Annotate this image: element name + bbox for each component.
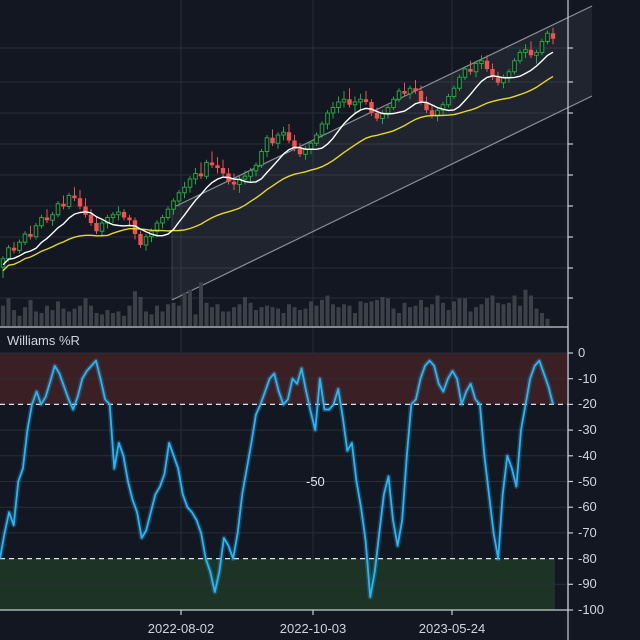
- williams-r-grid: [0, 352, 568, 611]
- regression-channel: [171, 5, 593, 301]
- williams-r-tick-label: -40: [578, 447, 597, 463]
- williams-r-tick-label: -10: [578, 370, 597, 386]
- williams-r-tick-label: -60: [578, 499, 597, 515]
- williams-r-tick-label: -20: [578, 396, 597, 412]
- williams-r-tick-label: -70: [578, 524, 597, 540]
- williams-r-tick-label: 0: [578, 345, 586, 360]
- williams-r-tick-label: -100: [578, 602, 605, 617]
- williams-r-tick-label: -30: [578, 422, 597, 438]
- time-axis[interactable]: [180, 610, 453, 615]
- williams-r-axis[interactable]: [0, 327, 573, 612]
- williams-r-tick-label: -50: [578, 473, 597, 489]
- slow-moving-average-line: [2, 75, 554, 272]
- price-panel[interactable]: [0, 0, 593, 640]
- volume-bars: [1, 282, 550, 326]
- candlesticks: [0, 27, 556, 278]
- time-axis-label: 2022-08-02: [147, 621, 215, 636]
- fast-moving-average-line: [2, 51, 554, 266]
- midline-label: -50: [306, 474, 325, 489]
- williams-r-tick-label: -80: [578, 550, 597, 566]
- williams-r-panel[interactable]: [0, 327, 573, 612]
- williams-r-line: [0, 358, 556, 600]
- indicator-title: Williams %R: [7, 333, 80, 348]
- time-axis-label: 2022-10-03: [279, 621, 347, 636]
- williams-r-tick-label: -90: [578, 576, 597, 592]
- price-grid: [0, 0, 568, 610]
- time-axis-label: 2023-05-24: [418, 621, 486, 636]
